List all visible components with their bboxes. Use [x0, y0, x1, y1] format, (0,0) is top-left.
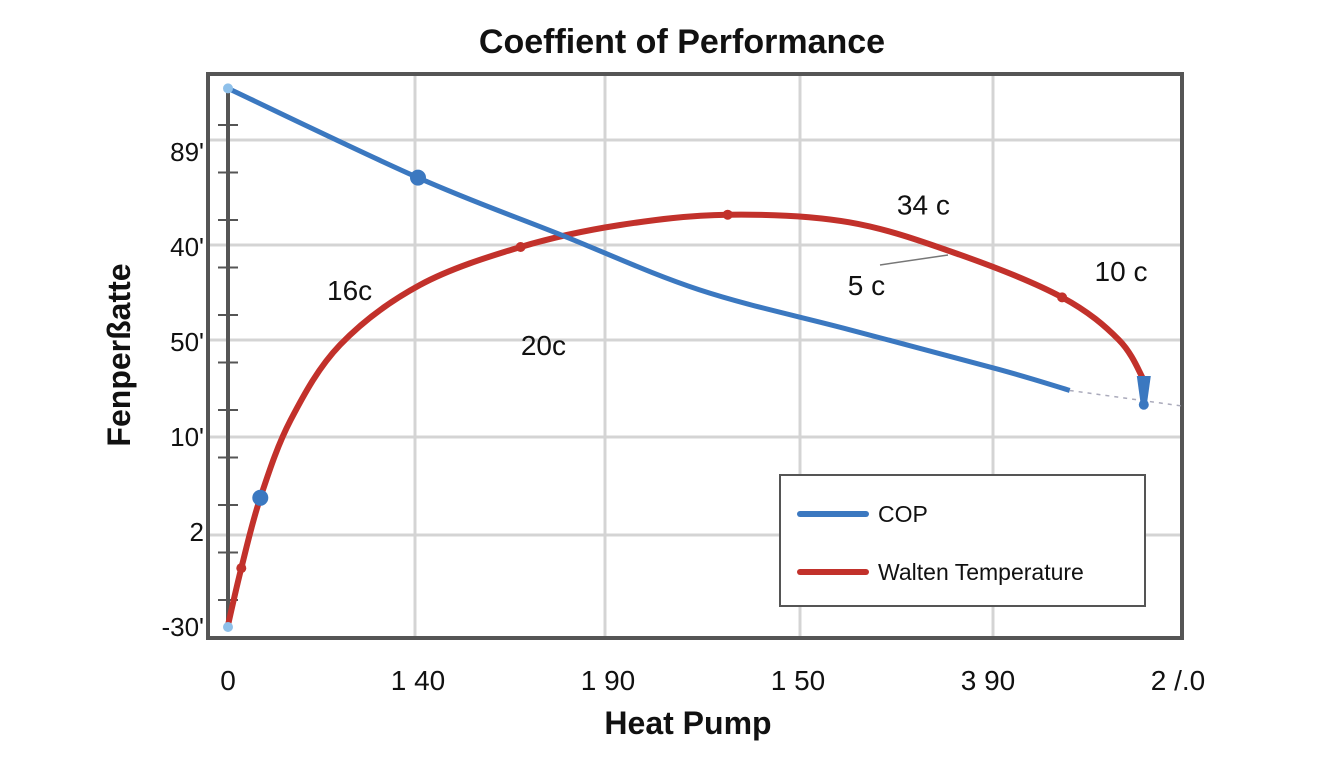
data-annotation: 20c	[521, 330, 566, 361]
data-annotation: 5 c	[848, 270, 885, 301]
plot-frame	[206, 72, 1184, 640]
chart-title: Coeffient of Performance	[479, 23, 885, 61]
temperature-marker	[1057, 292, 1068, 303]
temperature-marker	[722, 209, 733, 220]
annotations: 16c 20c 34 c 5 c 10 c	[327, 189, 1147, 361]
x-tick-label: 0	[220, 665, 236, 696]
legend: COP Walten Temperature	[779, 474, 1146, 607]
temperature-marker	[236, 563, 247, 574]
y-tick-label: 89'	[170, 137, 204, 167]
cop-marker	[223, 622, 233, 632]
x-tick-labels: 0 1 40 1 90 1 50 3 90 2 /.0	[220, 665, 1205, 696]
cop-marker	[223, 83, 233, 94]
y-axis-label: Fenperßatte	[101, 263, 137, 446]
x-tick-label: 3 90	[961, 665, 1016, 696]
y-tick-label: 2	[190, 517, 204, 547]
y-tick-label: 40'	[170, 232, 204, 262]
cop-end-marker	[1136, 376, 1151, 405]
series-line-cop-dotted-tail	[1069, 389, 1183, 407]
y-axis-minor-ticks	[218, 124, 238, 601]
legend-label-temperature: Walten Temperature	[878, 559, 1084, 585]
y-tick-label: -30'	[161, 612, 204, 642]
data-annotation: 10 c	[1095, 256, 1148, 287]
legend-label-cop: COP	[878, 501, 928, 527]
y-tick-labels: -30' 2 10' 50' 40' 89'	[161, 137, 204, 642]
series-layer	[223, 83, 1183, 632]
legend-box	[779, 474, 1146, 607]
data-annotation: 16c	[327, 275, 372, 306]
temperature-marker	[515, 242, 526, 252]
x-tick-label: 1 40	[391, 665, 446, 696]
series-line-cop	[226, 86, 1071, 393]
cop-marker	[252, 489, 269, 506]
y-tick-label: 10'	[170, 422, 204, 452]
x-axis-label: Heat Pump	[604, 705, 771, 741]
x-tick-label: 1 90	[581, 665, 636, 696]
y-tick-label: 50'	[170, 327, 204, 357]
x-tick-label: 2 /.0	[1151, 665, 1205, 696]
gridlines	[210, 76, 1180, 636]
series-line-temperature	[225, 211, 1147, 629]
annotation-leader-line	[879, 254, 949, 266]
data-annotation: 34 c	[897, 189, 950, 220]
x-tick-label: 1 50	[771, 665, 826, 696]
cop-marker	[410, 169, 426, 186]
